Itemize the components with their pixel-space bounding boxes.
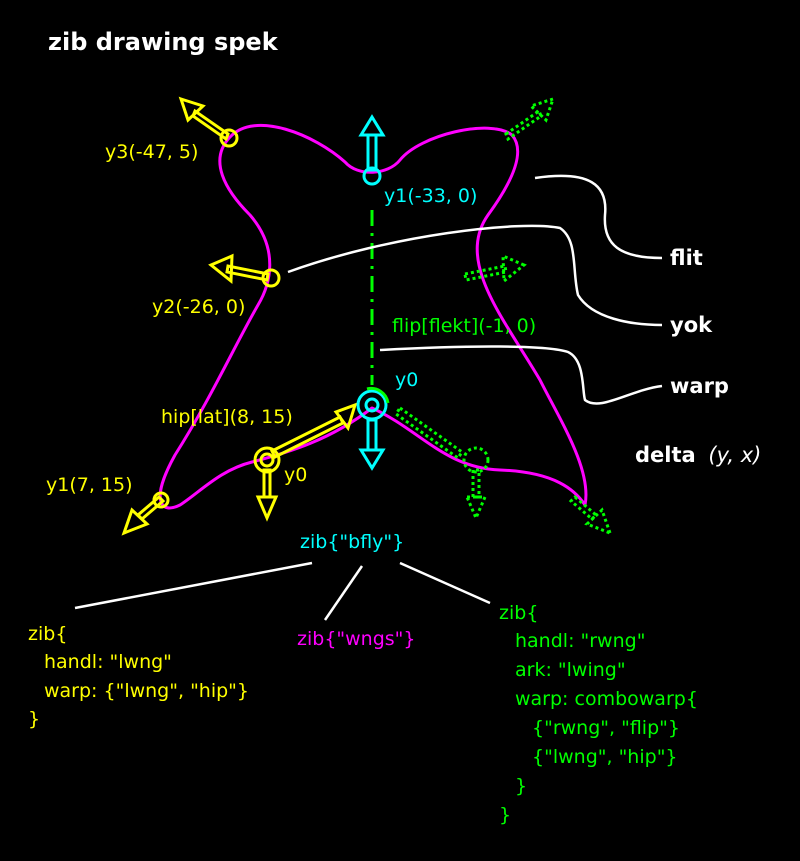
tree-edge-right <box>399 561 491 605</box>
y0-rotation-arc <box>366 387 390 404</box>
y1-left-arrow <box>121 494 166 536</box>
label-y1-top: y1(-33, 0) <box>384 185 477 207</box>
legend-delta: delta (y, x) <box>635 443 761 467</box>
left-node: zib{ handl: "lwng" warp: {"lwng", "hip"}… <box>28 623 249 730</box>
right-node-warp: warp: combowarp{ <box>515 688 698 710</box>
legend-yok: yok <box>670 313 713 337</box>
right-node: zib{ handl: "rwng" ark: "lwing" warp: co… <box>499 602 698 826</box>
warp-leader <box>379 345 663 405</box>
left-node-close: } <box>28 708 40 730</box>
y1-top-handle[interactable] <box>362 166 382 186</box>
left-node-handl: handl: "lwng" <box>44 651 172 673</box>
y3-handle[interactable] <box>219 128 239 148</box>
y0-center-handle[interactable] <box>356 389 388 421</box>
left-node-warp: warp: {"lwng", "hip"} <box>44 680 249 702</box>
label-hip: hip[lat](8, 15) <box>161 406 293 428</box>
yok-leader <box>287 224 663 327</box>
label-y3: y3(-47, 5) <box>105 141 198 163</box>
y0-center-arrow <box>358 418 386 471</box>
right-node-inner-close: } <box>515 775 527 797</box>
right-node-open: zib{ <box>499 602 538 624</box>
flip-mirror-arrows <box>393 96 613 536</box>
legend-flit: flit <box>670 246 703 270</box>
right-node-item2: {"lwng", "hip"} <box>532 746 678 768</box>
label-flip: flip[flekt](-1, 0) <box>392 315 536 337</box>
legend-warp: warp <box>670 374 729 398</box>
legend-delta-args: (y, x) <box>708 443 761 467</box>
middle-node: zib{"wngs"} <box>297 628 416 650</box>
hip-arrow <box>269 402 358 460</box>
label-y0-center: y0 <box>395 369 418 391</box>
y0-center-handle-inner <box>364 397 380 413</box>
y1-top-arrow <box>358 114 386 172</box>
label-y0-left: y0 <box>284 464 307 486</box>
left-node-open: zib{ <box>28 623 67 645</box>
y2-handle[interactable] <box>261 268 281 288</box>
diagram-title: zib drawing spek <box>48 28 279 56</box>
right-node-handl: handl: "rwng" <box>515 630 645 652</box>
y3-arrow <box>178 96 230 142</box>
y2-arrow <box>208 253 270 285</box>
y1-left-handle[interactable] <box>152 491 170 509</box>
legend-delta-word: delta <box>635 443 696 467</box>
label-y2: y2(-26, 0) <box>152 296 245 318</box>
root-node: zib{"bfly"} <box>300 531 404 553</box>
y0-left-handle-inner <box>259 452 275 468</box>
flit-leader <box>534 174 663 260</box>
right-node-ark: ark: "lwing" <box>515 659 626 681</box>
label-y1-left: y1(7, 15) <box>46 474 133 496</box>
right-node-close: } <box>499 804 511 826</box>
tree-edge-left <box>74 561 313 610</box>
y0-left-handle[interactable] <box>253 446 281 474</box>
y0-down-arrow <box>255 468 279 522</box>
tree-edge-middle <box>323 565 364 621</box>
right-node-item1: {"rwng", "flip"} <box>532 717 680 739</box>
